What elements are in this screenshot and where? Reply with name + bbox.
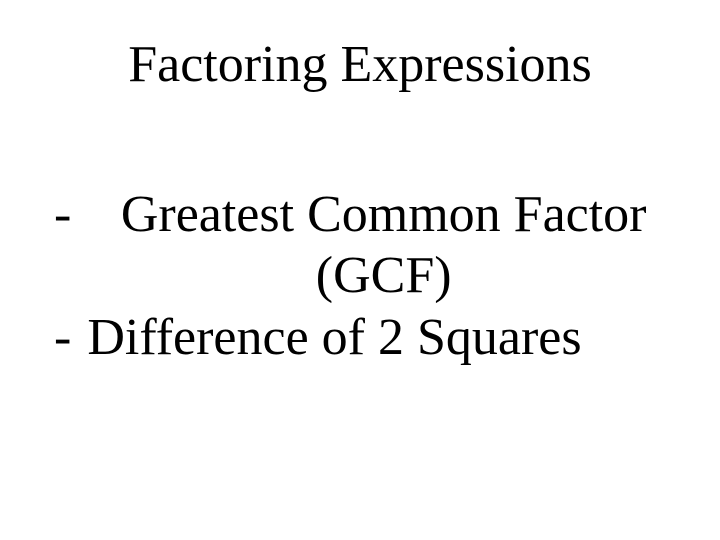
bullet-marker: -: [40, 307, 87, 368]
list-item-text: Greatest Common Factor (GCF): [87, 184, 680, 307]
slide-title: Factoring Expressions: [40, 35, 680, 94]
slide-container: Factoring Expressions - Greatest Common …: [0, 0, 720, 540]
bullet-marker: -: [40, 184, 87, 245]
list-item-text: Difference of 2 Squares: [87, 307, 680, 368]
bullet-list: - Greatest Common Factor (GCF) - Differe…: [40, 184, 680, 368]
list-item: - Difference of 2 Squares: [40, 307, 680, 368]
list-item: - Greatest Common Factor (GCF): [40, 184, 680, 307]
